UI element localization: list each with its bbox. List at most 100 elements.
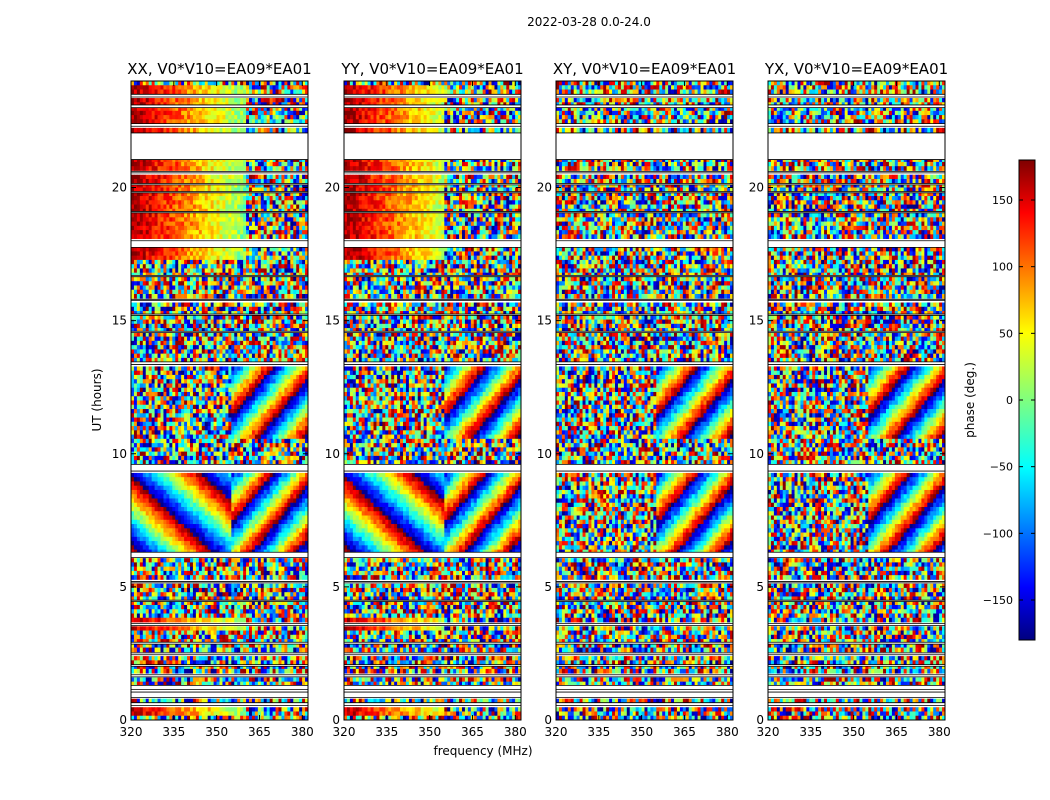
heatmap-cell [140, 213, 143, 218]
heatmap-cell [181, 81, 184, 86]
heatmap-cell [190, 230, 193, 235]
heatmap-cell [208, 217, 211, 222]
heatmap-cell [169, 115, 172, 120]
figure-suptitle: 2022-03-28 0.0-24.0 [527, 15, 651, 29]
heatmap-cell [273, 205, 276, 210]
heatmap-cell [149, 111, 152, 116]
heatmap-cell [178, 115, 181, 120]
heatmap-cell [225, 85, 228, 90]
heatmap-cell [252, 175, 255, 180]
heatmap-cell [155, 205, 158, 210]
heatmap-cell [276, 98, 279, 103]
heatmap-cell [199, 85, 202, 90]
heatmap-cell [237, 90, 240, 95]
heatmap-cell [140, 128, 143, 133]
heatmap-cell [249, 205, 252, 210]
heatmap-cell [134, 213, 137, 218]
heatmap-cell [143, 115, 146, 120]
heatmap-cell [143, 175, 146, 180]
heatmap-cell [137, 222, 140, 227]
heatmap-cell [299, 217, 302, 222]
heatmap-cell [270, 162, 273, 167]
heatmap-cell [193, 98, 196, 103]
heatmap-cell [296, 226, 299, 231]
heatmap-cell [181, 115, 184, 120]
heatmap-cell [276, 226, 279, 231]
heatmap-cell [146, 205, 149, 210]
heatmap-cell [302, 90, 305, 95]
heatmap-cell [172, 175, 175, 180]
heatmap-cell [199, 213, 202, 218]
heatmap-cell [149, 85, 152, 90]
heatmap-cell [279, 162, 282, 167]
heatmap-cell [240, 162, 243, 167]
heatmap-cell [293, 162, 296, 167]
heatmap-cell [175, 217, 178, 222]
heatmap-cell [222, 213, 225, 218]
heatmap-cell [290, 179, 293, 184]
heatmap-cell [270, 85, 273, 90]
heatmap-cell [199, 200, 202, 205]
heatmap-cell [134, 98, 137, 103]
heatmap-cell [276, 200, 279, 205]
heatmap-cell [134, 234, 137, 239]
heatmap-cell [243, 222, 246, 227]
heatmap-cell [249, 90, 252, 95]
heatmap-cell [273, 115, 276, 120]
heatmap-cell [220, 230, 223, 235]
heatmap-cell [155, 166, 158, 171]
heatmap-cell [131, 98, 134, 103]
heatmap-cell [134, 175, 137, 180]
heatmap-cell [193, 128, 196, 133]
heatmap-cell [290, 111, 293, 116]
heatmap-cell [225, 128, 228, 133]
heatmap-cell [258, 162, 261, 167]
heatmap-cell [252, 226, 255, 231]
heatmap-cell [258, 175, 261, 180]
heatmap-cell [178, 230, 181, 235]
heatmap-cell [163, 217, 166, 222]
heatmap-cell [205, 166, 208, 171]
heatmap-cell [264, 205, 267, 210]
heatmap-cell [299, 222, 302, 227]
heatmap-cell [146, 98, 149, 103]
heatmap-cell [187, 205, 190, 210]
heatmap-cell [276, 81, 279, 86]
heatmap-cell [258, 179, 261, 184]
heatmap-cell [231, 81, 234, 86]
heatmap-cell [270, 200, 273, 205]
heatmap-cell [146, 179, 149, 184]
heatmap-cell [217, 205, 220, 210]
heatmap-cell [231, 196, 234, 201]
heatmap-cell [293, 226, 296, 231]
heatmap-cell [228, 85, 231, 90]
heatmap-cell [155, 226, 158, 231]
heatmap-cell [252, 213, 255, 218]
heatmap-cell [293, 205, 296, 210]
heatmap-cell [290, 166, 293, 171]
heatmap-cell [302, 175, 305, 180]
heatmap-cell [158, 98, 161, 103]
heatmap-cell [161, 162, 164, 167]
heatmap-cell [249, 166, 252, 171]
heatmap-cell [293, 98, 296, 103]
heatmap-cell [220, 226, 223, 231]
heatmap-cell [140, 179, 143, 184]
heatmap-cell [243, 217, 246, 222]
heatmap-cell [187, 175, 190, 180]
heatmap-cell [287, 196, 290, 201]
heatmap-cell [287, 162, 290, 167]
heatmap-cell [143, 128, 146, 133]
heatmap-cell [296, 175, 299, 180]
heatmap-cell [163, 81, 166, 86]
heatmap-cell [178, 98, 181, 103]
heatmap-cell [190, 175, 193, 180]
heatmap-cell [290, 213, 293, 218]
heatmap-cell [231, 85, 234, 90]
heatmap-cell [190, 213, 193, 218]
heatmap-cell [158, 226, 161, 231]
heatmap-cell [264, 166, 267, 171]
heatmap-cell [143, 213, 146, 218]
heatmap-cell [161, 166, 164, 171]
heatmap-cell [290, 217, 293, 222]
